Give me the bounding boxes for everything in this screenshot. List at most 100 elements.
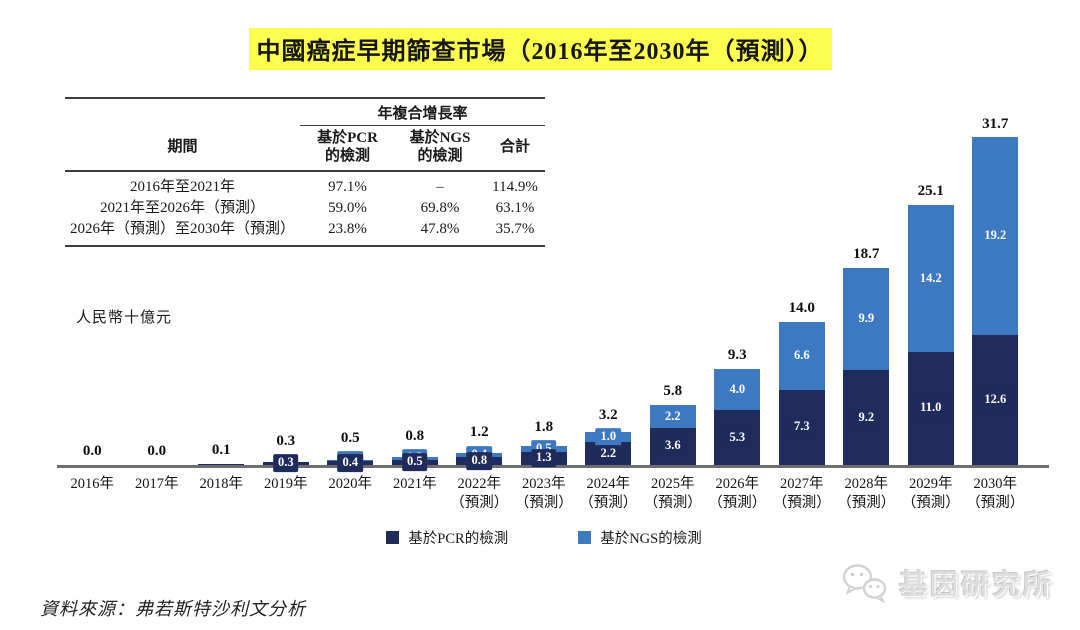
pcr-value-label: 3.6: [659, 437, 686, 456]
bar-total-label: 0.5: [340, 429, 360, 446]
bar-group-2017: 0.0 2017年: [125, 100, 190, 492]
bar-group-2020: 0.10.4 0.5 2020年: [318, 100, 383, 492]
table-cagr-span-header: 年複合增長率: [300, 99, 545, 126]
wechat-icon: [842, 564, 887, 603]
row-ngs-value: 69.8%: [420, 200, 460, 216]
legend-swatch: [578, 531, 592, 544]
watermark-text: 基因研究所: [898, 569, 1054, 600]
row-total-value: 63.1%: [495, 200, 535, 216]
x-axis-tick-label: 2021年: [393, 476, 437, 492]
ngs-value-label: 4.0: [724, 380, 751, 399]
x-axis-tick-label: 2030年 （預測）: [966, 476, 1025, 511]
pcr-segment: [198, 464, 245, 465]
bar-stack: 2.2 3.6: [649, 405, 696, 465]
ngs-segment: 4.0: [714, 369, 761, 411]
pcr-value-label: 0.8: [466, 452, 493, 470]
bar-stack: 19.2 12.6: [972, 137, 1019, 465]
row-ngs-value: 47.8%: [420, 221, 460, 237]
row-pcr-value: 59.0%: [328, 200, 367, 216]
bar-total-label: 5.8: [663, 383, 683, 400]
x-axis-tick-label: 2016年: [70, 476, 115, 492]
col-header-pcr: 基於PCR 的檢測: [317, 130, 378, 164]
ngs-segment: 1.0: [585, 428, 632, 447]
table-mid-rule: [65, 170, 545, 172]
bar-group-2024: 1.0 2.2 3.2 2024年 （預測）: [576, 100, 641, 511]
row-pcr-value: 23.8%: [328, 221, 367, 237]
bar-total-label: 25.1: [917, 183, 944, 200]
pcr-segment: 0.4: [327, 454, 374, 472]
bar-group-2021: 0.30.5 0.8 2021年: [383, 100, 448, 492]
cagr-table: 年複合增長率 期間 基於PCR 的檢測 基於NGS 的檢測 合計 2016年至2…: [65, 97, 545, 247]
table-span-header-row: 年複合增長率: [65, 99, 545, 126]
pcr-value-label: 11.0: [915, 399, 947, 418]
bar-group-2018: 0.1 2018年: [189, 100, 254, 492]
bar-stack: 0.3: [262, 454, 309, 473]
bar-total-label: 0.3: [276, 433, 296, 449]
bar-total-label: 31.7: [982, 115, 1009, 132]
ngs-value-label: 9.9: [853, 310, 880, 329]
pcr-value-label: 1.3: [530, 449, 557, 468]
bar-group-2022: 0.40.8 1.2 2022年 （預測）: [447, 100, 512, 511]
ngs-value-label: 2.2: [659, 407, 686, 426]
legend-item-ngs: 基於NGS的檢測: [578, 527, 702, 548]
bar-total-label: 1.8: [534, 418, 554, 435]
bar-chart: 0.0 2016年 0.0 2017年 0.1 2018年 0.3 0.3 2019年 0.10.…: [57, 100, 1049, 511]
pcr-segment: 1.3: [520, 449, 567, 468]
col-header-total: 合計: [499, 139, 530, 155]
bar-total-label: 0.8: [405, 427, 425, 444]
bar-group-2019: 0.3 0.3 2019年: [254, 100, 319, 492]
pcr-value-label: 0.3: [272, 454, 299, 473]
pcr-value-label: 9.2: [853, 408, 880, 427]
bar-total-label: 1.2: [469, 424, 489, 441]
bar-stack: 1.0 2.2: [585, 428, 632, 465]
bar-stack: 9.9 9.2: [843, 268, 890, 465]
bar-group-2016: 0.0 2016年: [60, 100, 125, 492]
x-axis-tick-label: 2027年 （預測）: [772, 476, 831, 511]
x-axis-tick-label: 2025年 （預測）: [643, 476, 702, 511]
table-body: 2016年至2021年 97.1% – 114.9% 2021年至2026年（預測） 59…: [65, 177, 545, 240]
ngs-value-label: 14.2: [914, 269, 947, 288]
row-total-value: 114.9%: [492, 179, 538, 195]
x-axis-tick-label: 2019年: [264, 476, 308, 492]
legend-item-pcr: 基於PCR的檢測: [386, 527, 508, 548]
row-pcr-value: 97.1%: [328, 179, 367, 195]
pcr-segment: 12.6: [972, 335, 1019, 465]
bar-group-2030: 19.2 12.6 31.7 2030年 （預測）: [963, 100, 1028, 511]
bar-group-2029: 14.2 11.0 25.1 2029年 （預測）: [899, 100, 964, 510]
bar-total-label: 3.2: [598, 406, 618, 423]
bar-stack: 14.2 11.0: [907, 205, 954, 465]
chart-legend: 基於PCR的檢測 基於NGS的檢測: [60, 527, 1028, 548]
bar-total-label: 18.7: [853, 246, 880, 263]
table-top-rule: [65, 97, 545, 99]
row-period: 2016年至2021年: [129, 179, 235, 195]
page-title: 中國癌症早期篩查市場（2016年至2030年（預測））: [248, 28, 832, 70]
source-note: 資料來源：弗若斯特沙利文分析: [40, 599, 306, 619]
table-row: 2016年至2021年 97.1% – 114.9%: [65, 177, 545, 198]
bar-total-label: 0.1: [211, 442, 231, 458]
bar-stack: 0.40.8: [456, 445, 503, 470]
watermark: 基因研究所: [841, 563, 1054, 603]
ngs-segment: 14.2: [907, 205, 954, 352]
legend-swatch: [386, 531, 400, 544]
pcr-segment: 5.3: [714, 410, 761, 465]
ngs-value-label: 6.6: [788, 346, 815, 365]
ngs-segment: 19.2: [972, 137, 1019, 336]
x-axis-tick-label: 2022年 （預測）: [450, 476, 509, 511]
bar-group-2025: 2.2 3.6 5.8 2025年 （預測）: [641, 100, 706, 511]
table-header-row: 期間 基於PCR 的檢測 基於NGS 的檢測 合計: [65, 126, 545, 170]
bar-group-2027: 6.6 7.3 14.0 2027年 （預測）: [770, 100, 835, 511]
bar-total-label: 0.0: [82, 443, 102, 459]
pcr-value-label: 7.3: [788, 418, 815, 437]
bar-group-2028: 9.9 9.2 18.7 2028年 （預測）: [834, 100, 899, 511]
pcr-segment: 11.0: [907, 351, 954, 465]
ngs-value-label: 1.0: [595, 428, 622, 447]
x-axis-tick-label: 2024年 （預測）: [579, 476, 638, 511]
ngs-value-label: 19.2: [979, 227, 1012, 246]
bar-total-label: 0.0: [147, 443, 167, 459]
pcr-value-label: 2.2: [595, 444, 622, 463]
pcr-segment: 0.3: [262, 454, 309, 473]
pcr-segment: 0.8: [456, 452, 503, 470]
bar-total-label: 9.3: [727, 347, 747, 364]
x-axis-tick-label: 2023年 （預測）: [514, 476, 573, 511]
